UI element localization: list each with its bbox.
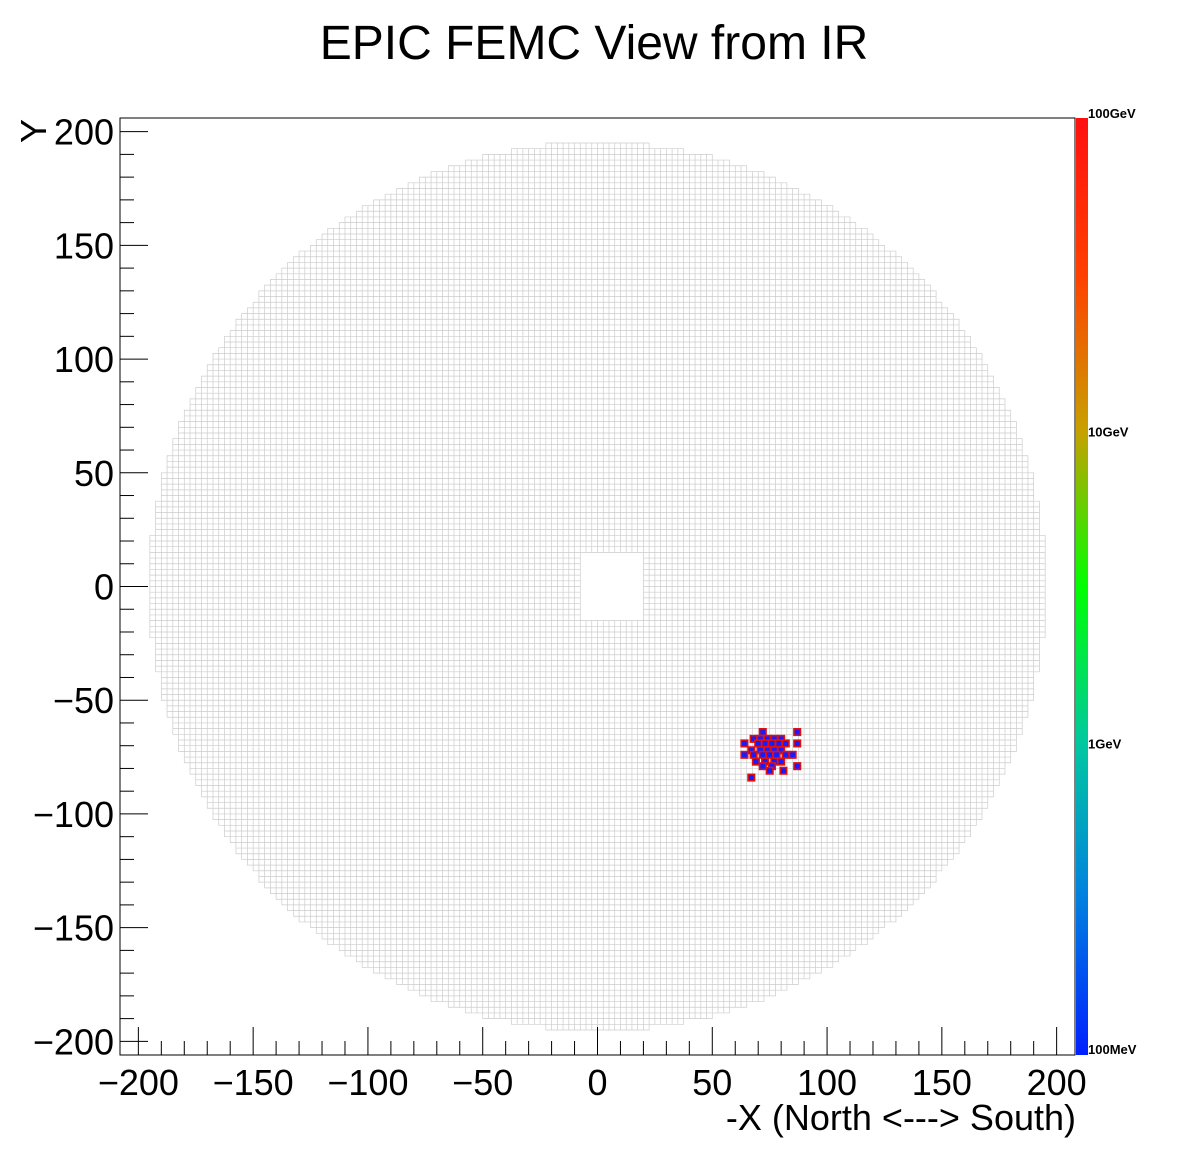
hit-cell (793, 727, 802, 737)
hit-cell (777, 746, 786, 755)
x-tick-label: −150 (213, 1062, 294, 1103)
colorbar-label: 100MeV (1088, 1042, 1137, 1057)
x-tick-label: 50 (692, 1062, 732, 1103)
hit-cell (740, 750, 749, 759)
axes: −200 −150 −100 −50 0 50 100 150 200 −200 −150 −100 −… (33, 112, 1087, 1103)
hit-cell (774, 739, 783, 748)
hit-cell (747, 773, 756, 782)
y-tick-label: 150 (54, 225, 114, 266)
hit-cell (767, 739, 777, 748)
x-tick-label: 200 (1027, 1062, 1087, 1103)
hit-cells (740, 727, 802, 782)
hit-cell (761, 739, 770, 748)
y-tick-label: 200 (54, 112, 114, 153)
hit-cell (758, 727, 767, 737)
y-axis-title: Y (13, 119, 54, 143)
x-axis-title: -X (North <---> South) (726, 1097, 1076, 1138)
colorbar-label: 1GeV (1088, 737, 1122, 752)
x-tick-label: 150 (912, 1062, 972, 1103)
hit-cell (758, 762, 767, 771)
chart-title: EPIC FEMC View from IR (320, 17, 869, 70)
colorbar-labels: 100GeV 10GeV 1GeV 100MeV (1088, 106, 1137, 1057)
hit-cell (788, 750, 797, 759)
hit-cell (777, 757, 786, 766)
detector-cells (149, 142, 1046, 1031)
hit-cell (765, 766, 774, 775)
x-tick-label: −50 (452, 1062, 513, 1103)
x-tick-label: −100 (327, 1062, 408, 1103)
y-tick-label: 100 (54, 339, 114, 380)
y-tick-label: −200 (33, 1021, 114, 1062)
colorbar-label: 100GeV (1088, 106, 1136, 121)
y-tick-label: −50 (53, 680, 114, 721)
hit-cell (740, 739, 749, 748)
colorbar (1076, 118, 1088, 1055)
y-tick-label: −100 (33, 794, 114, 835)
hit-cell (793, 739, 802, 748)
x-tick-label: 0 (587, 1062, 607, 1103)
y-tick-label: −150 (33, 908, 114, 949)
hit-cell (758, 750, 767, 759)
y-tick-label: 50 (74, 453, 114, 494)
hit-cell (749, 750, 758, 759)
x-tick-label: −200 (98, 1062, 179, 1103)
hit-cell (779, 766, 788, 775)
hit-cell (772, 750, 781, 759)
colorbar-label: 10GeV (1088, 424, 1129, 439)
hit-cell (754, 739, 763, 748)
x-tick-label: 100 (797, 1062, 857, 1103)
hit-cell (781, 739, 790, 748)
hit-cell (765, 750, 774, 759)
hit-cell (751, 757, 760, 766)
hit-cell (781, 750, 790, 759)
y-tick-label: 0 (94, 567, 114, 608)
hit-cell (793, 762, 802, 771)
detector-cell-grid (149, 142, 1046, 1031)
